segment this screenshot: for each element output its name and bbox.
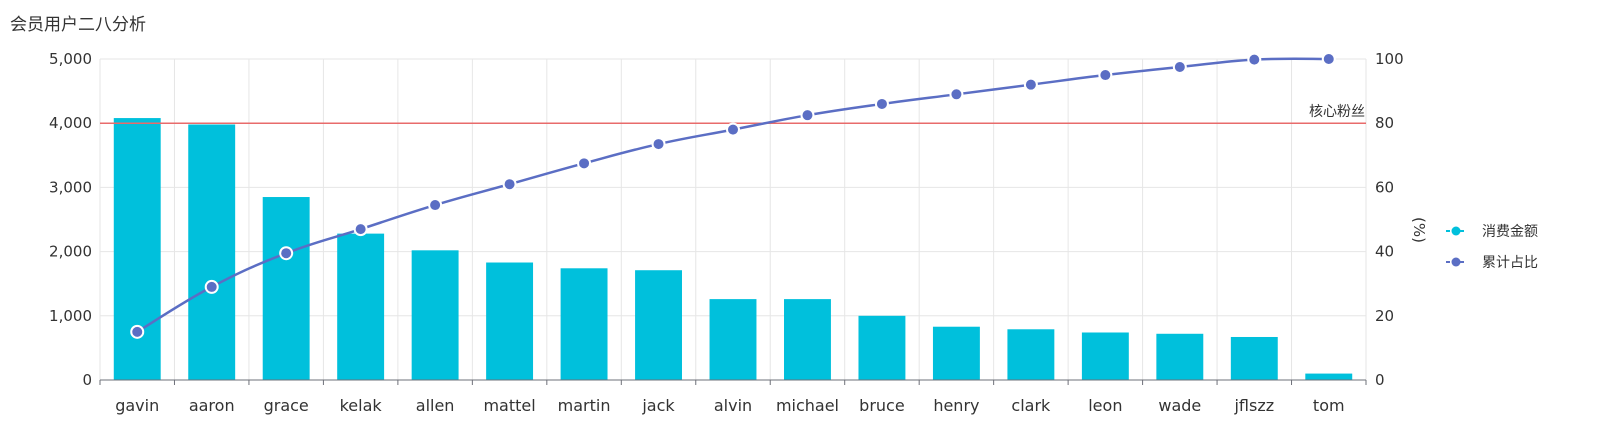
x-tick-label: martin: [558, 396, 611, 415]
x-tick-label: tom: [1313, 396, 1345, 415]
y-right-tick-label: 100: [1375, 50, 1404, 68]
y-left-tick-label: 1,000: [49, 307, 92, 325]
bar-leon: [1081, 332, 1129, 380]
y-left-tick-label: 2,000: [49, 243, 92, 261]
cumulative-point-martin: [577, 156, 592, 171]
chart-title: 会员用户二八分析: [10, 15, 146, 35]
x-tick-label: grace: [264, 396, 309, 415]
x-tick-label: gavin: [115, 396, 159, 415]
cumulative-point-leon: [1098, 68, 1113, 83]
x-tick-label: jflszz: [1233, 396, 1274, 415]
cumulative-line: [136, 57, 1329, 333]
cumulative-point-aaron: [204, 279, 219, 294]
bar-clark: [1007, 329, 1055, 380]
axes: 0 1,000 2,000 3,000 4,000 5,000 0 20 40 60 80 100 (%…: [49, 50, 1428, 415]
legend-dot-icon: [1451, 257, 1461, 267]
y-left-tick-label: 4,000: [49, 114, 92, 132]
cumulative-point-jack: [651, 137, 666, 152]
bar-jflszz: [1230, 336, 1278, 380]
legend-item-cumulative[interactable]: 累计占比: [1446, 255, 1538, 271]
legend-label: 累计占比: [1482, 255, 1538, 271]
bar-mattel: [486, 262, 534, 380]
cumulative-point-allen: [428, 198, 443, 213]
x-tick-label: allen: [416, 396, 455, 415]
mark-line-label: 核心粉丝: [1309, 104, 1365, 120]
y-right-tick-label: 20: [1375, 307, 1394, 325]
y-right-tick-label: 80: [1375, 114, 1394, 132]
cumulative-point-alvin: [726, 122, 740, 137]
x-tick-label: clark: [1011, 396, 1051, 415]
x-tick-label: leon: [1088, 396, 1122, 415]
line-series: [130, 52, 1336, 339]
x-tick-label: kelak: [340, 396, 383, 415]
x-tick-label: alvin: [714, 396, 752, 415]
bar-wade: [1156, 333, 1204, 380]
y-right-tick-label: 0: [1375, 371, 1385, 389]
bar-grace: [262, 197, 310, 380]
cumulative-point-mattel: [502, 177, 517, 192]
mark-line: 核心粉丝: [100, 104, 1366, 124]
x-tick-label: michael: [776, 396, 839, 415]
cumulative-point-bruce: [874, 96, 889, 111]
bar-tom: [1305, 373, 1353, 380]
bar-martin: [560, 268, 608, 380]
bar-allen: [411, 250, 459, 380]
cumulative-point-jflszz: [1247, 52, 1262, 67]
y-left-tick-label: 5,000: [49, 50, 92, 68]
cumulative-point-gavin: [130, 324, 145, 339]
x-tick-label: mattel: [483, 396, 535, 415]
legend-label: 消费金额: [1482, 224, 1538, 240]
legend-dot-icon: [1451, 226, 1461, 236]
bar-kelak: [337, 233, 385, 380]
legend-item-spend[interactable]: 消费金额: [1446, 224, 1538, 240]
bar-jack: [635, 270, 682, 380]
cumulative-point-wade: [1172, 60, 1187, 75]
x-tick-label: wade: [1158, 396, 1201, 415]
x-tick-label: jack: [641, 396, 675, 415]
bar-henry: [932, 326, 980, 380]
y-left-tick-label: 3,000: [49, 178, 92, 196]
cumulative-point-tom: [1321, 52, 1336, 66]
x-tick-label: henry: [933, 396, 979, 415]
bar-series: [113, 118, 1353, 381]
cumulative-point-grace: [279, 246, 294, 261]
bar-gavin: [113, 118, 161, 381]
y-right-axis-label: (%): [1410, 217, 1428, 243]
cumulative-point-kelak: [353, 222, 368, 237]
bar-bruce: [858, 315, 906, 380]
y-right-tick-label: 40: [1375, 243, 1394, 261]
y-right-tick-label: 60: [1375, 178, 1394, 196]
bar-alvin: [709, 299, 757, 380]
bar-michael: [784, 299, 831, 380]
x-tick-label: aaron: [189, 396, 235, 415]
cumulative-point-michael: [800, 108, 815, 123]
bar-aaron: [188, 124, 236, 380]
x-tick-label: bruce: [859, 396, 905, 415]
cumulative-point-clark: [1023, 77, 1038, 92]
y-left-tick-label: 0: [82, 371, 92, 389]
cumulative-point-henry: [949, 87, 964, 102]
